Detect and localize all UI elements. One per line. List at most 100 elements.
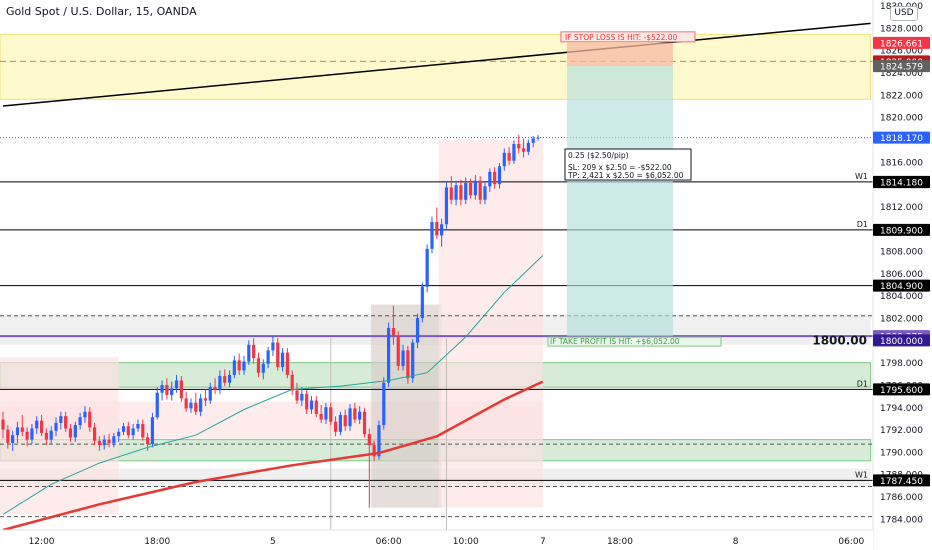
take-profit-label-box	[547, 336, 722, 347]
price-tick-label: 1798.000	[880, 359, 923, 369]
candle-up	[502, 152, 506, 167]
price-tag[interactable]: 1818.170	[873, 131, 930, 145]
price-tick-label: 1784.000	[880, 515, 923, 525]
candle-up	[73, 425, 77, 438]
level-label: D1	[857, 379, 868, 388]
candle-down	[146, 437, 150, 445]
candle-up	[420, 286, 424, 318]
candle-down	[459, 185, 463, 200]
candle-up	[261, 363, 265, 373]
price-tick-label: 1792.000	[880, 426, 923, 436]
candle-down	[184, 398, 188, 409]
price-tick-label: 1790.000	[880, 448, 923, 458]
candle-down	[64, 416, 68, 429]
candle-down	[1, 419, 5, 430]
info-box-frame	[564, 148, 692, 181]
candle-down	[406, 350, 410, 379]
candle-down	[290, 374, 294, 391]
price-tag[interactable]: 1800.000	[873, 334, 930, 347]
stop-loss-zone[interactable]	[566, 42, 673, 67]
price-tag-text: 1800.000	[880, 337, 923, 347]
time-axis[interactable]: 12:00 18:00 5 06:00 10:00 7 18:00 8 06:00	[0, 529, 873, 550]
price-tag[interactable]: 1809.900	[873, 223, 930, 237]
candle-down	[165, 384, 169, 395]
candle-down	[319, 413, 323, 420]
candle-down	[329, 407, 333, 422]
candle-up	[49, 430, 53, 440]
candle-up	[300, 393, 304, 401]
candle-up	[309, 400, 314, 410]
candle-down	[194, 402, 198, 412]
time-tick-label: 8	[733, 537, 739, 547]
price-tag-bg	[873, 474, 930, 487]
time-tick-label: 18:00	[607, 537, 633, 547]
candle-up	[324, 407, 328, 420]
candle-down	[203, 398, 208, 401]
price-tag[interactable]: 1787.450	[873, 474, 930, 487]
time-tick-label: 18:00	[144, 537, 170, 547]
candle-up	[59, 416, 63, 423]
price-tag-bg	[873, 60, 930, 73]
price-tick-label: 1806.000	[880, 270, 923, 280]
price-tick-label: 1822.000	[880, 91, 923, 101]
candle-up	[497, 166, 502, 185]
candle-up	[444, 187, 449, 225]
candle-up	[227, 374, 232, 383]
candle-down	[256, 358, 261, 373]
candle-down	[88, 411, 92, 428]
candle-down	[391, 328, 396, 336]
candle-up	[131, 428, 135, 436]
price-tag-bg	[873, 334, 930, 347]
price-tick-label: 1826.000	[880, 47, 923, 57]
time-tick-label: 7	[540, 537, 546, 547]
trend-line[interactable]	[2, 22, 871, 107]
price-tag[interactable]: 1826.661	[873, 36, 930, 50]
time-tick-label: 5	[270, 537, 276, 547]
level-label: D1	[857, 220, 868, 229]
candle-up	[536, 137, 540, 139]
price-tag-bg	[873, 383, 930, 396]
position-tool[interactable]: IF STOP LOSS IS HIT: -$522.00 IF TAKE PRO…	[547, 31, 722, 347]
position-size-text: 0.25 ($2.50/pip)	[568, 151, 629, 160]
position-info-box: 0.25 ($2.50/pip) SL: 209 x $2.50 = -$522.…	[564, 148, 692, 181]
candle-up	[387, 328, 391, 383]
candle-down	[213, 387, 217, 390]
candle-up	[483, 186, 487, 200]
candle-up	[473, 180, 477, 196]
price-tag-bg	[873, 223, 930, 236]
zone-pink	[438, 139, 543, 508]
price-tag[interactable]: 1824.579	[873, 60, 930, 73]
price-tag[interactable]: 1804.900	[873, 279, 930, 293]
currency-button[interactable]: USD	[890, 6, 918, 21]
zones-layer	[0, 34, 872, 530]
take-profit-zone[interactable]	[566, 66, 673, 337]
price-tag[interactable]: 1814.180	[873, 176, 930, 189]
candle-up	[425, 248, 429, 287]
candle-down	[305, 393, 309, 410]
candle-down	[92, 427, 97, 441]
candle-down	[521, 148, 526, 152]
time-tick-label: 06:00	[376, 537, 402, 547]
time-tick-label: 10:00	[453, 537, 479, 547]
price-tag-text: 1826.661	[880, 39, 923, 49]
price-tag[interactable]: 1795.600	[873, 383, 930, 396]
candle-down	[237, 360, 241, 371]
candle-up	[218, 376, 222, 390]
candle-up	[35, 420, 39, 429]
candle-up	[526, 142, 530, 152]
candle-down	[179, 380, 183, 399]
level-label: W1	[855, 470, 868, 479]
candle-up	[338, 415, 342, 432]
candle-up	[155, 392, 159, 418]
price-axis[interactable]: 1784.0001786.0001788.0001790.0001792.000…	[872, 0, 932, 550]
candle-up	[199, 398, 203, 412]
candle-up	[348, 408, 352, 427]
candle-up	[83, 411, 87, 418]
candle-up	[78, 417, 82, 426]
annotation-text: 1800.00	[812, 333, 867, 347]
candle-down	[468, 182, 473, 196]
candle-down	[126, 426, 130, 436]
price-tick-label: 1808.000	[880, 248, 923, 258]
candle-up	[271, 342, 275, 351]
